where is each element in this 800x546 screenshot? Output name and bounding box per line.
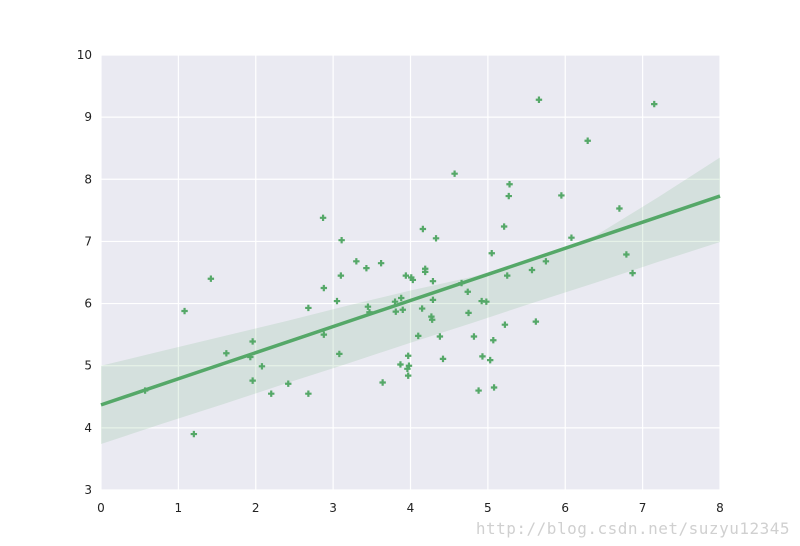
data-point [451, 170, 458, 177]
data-point [436, 333, 444, 340]
data-point [377, 259, 385, 267]
data-point [249, 338, 256, 345]
data-point [320, 284, 328, 292]
data-point [338, 236, 345, 244]
x-tick-label: 0 [97, 501, 105, 515]
grid-lines [100, 54, 721, 491]
data-point [568, 234, 575, 241]
data-point [490, 337, 497, 344]
y-tick-label: 7 [84, 234, 92, 248]
data-point [432, 235, 440, 242]
data-point [305, 390, 312, 397]
data-point [490, 384, 498, 391]
data-point [504, 272, 511, 279]
data-point [363, 264, 370, 272]
data-point [392, 308, 399, 315]
data-point [404, 352, 412, 359]
data-point [190, 430, 198, 438]
data-point [285, 380, 292, 387]
data-point [488, 250, 495, 257]
data-point [268, 390, 275, 397]
x-tick-label: 1 [175, 501, 183, 515]
data-point [584, 137, 591, 144]
data-point [247, 353, 254, 361]
y-axis-tick-labels: 3 4 5 6 7 8 9 10 [77, 48, 92, 497]
data-point [528, 266, 536, 274]
data-point [458, 279, 465, 287]
data-point [629, 269, 636, 277]
scatter-points [141, 96, 658, 438]
data-point [333, 297, 341, 305]
data-point [439, 355, 447, 363]
data-point [542, 258, 550, 265]
y-tick-label: 9 [84, 110, 92, 124]
data-point [405, 362, 413, 369]
data-point [501, 321, 509, 328]
data-point [623, 251, 630, 258]
data-point [366, 309, 373, 316]
data-point [535, 96, 543, 103]
watermark-text: http://blog.csdn.net/suzyu12345 [475, 519, 790, 538]
data-point [500, 223, 508, 230]
data-point [398, 294, 405, 302]
data-point [479, 353, 486, 360]
data-point [397, 361, 404, 368]
data-point [429, 296, 437, 304]
data-point [465, 309, 472, 317]
data-point [532, 318, 540, 325]
data-point [305, 304, 312, 312]
x-tick-label: 2 [252, 501, 260, 515]
data-point [404, 372, 412, 379]
data-point [415, 332, 422, 340]
data-point [506, 181, 513, 188]
data-point [337, 272, 345, 279]
data-point [207, 275, 215, 282]
data-point [258, 363, 266, 370]
data-point [223, 350, 230, 357]
regression-line [100, 194, 721, 407]
data-point [616, 205, 623, 212]
x-tick-label: 4 [407, 501, 415, 515]
data-point [419, 225, 427, 233]
x-tick-label: 6 [561, 501, 569, 515]
y-tick-label: 6 [84, 297, 92, 311]
y-tick-label: 4 [84, 421, 92, 435]
data-point [249, 377, 256, 384]
x-tick-label: 3 [329, 501, 337, 515]
data-point [418, 305, 426, 312]
y-tick-label: 5 [84, 359, 92, 373]
data-point [181, 307, 188, 315]
y-tick-label: 3 [84, 483, 92, 497]
data-point [409, 276, 417, 284]
data-point [399, 306, 406, 313]
data-point [364, 303, 372, 310]
data-point [141, 387, 149, 394]
y-tick-label: 10 [77, 48, 92, 62]
data-point [320, 331, 328, 338]
data-point [402, 272, 410, 279]
data-point [391, 298, 399, 305]
x-tick-label: 5 [484, 501, 492, 515]
data-point [353, 258, 360, 265]
data-point [470, 333, 478, 340]
data-point [336, 350, 343, 358]
data-point [558, 192, 565, 199]
data-point [651, 100, 658, 108]
data-point [486, 356, 494, 364]
x-axis-tick-labels: 0 1 2 3 4 5 6 7 8 [97, 501, 724, 515]
data-point [505, 192, 512, 200]
data-point [475, 387, 482, 394]
data-point [464, 288, 471, 295]
data-point [429, 278, 437, 285]
data-point [483, 298, 490, 305]
data-point [428, 316, 436, 323]
data-point [422, 265, 429, 272]
y-tick-label: 8 [84, 172, 92, 186]
x-tick-label: 8 [716, 501, 724, 515]
data-point [379, 379, 386, 386]
x-tick-label: 7 [639, 501, 647, 515]
data-point [319, 214, 327, 222]
